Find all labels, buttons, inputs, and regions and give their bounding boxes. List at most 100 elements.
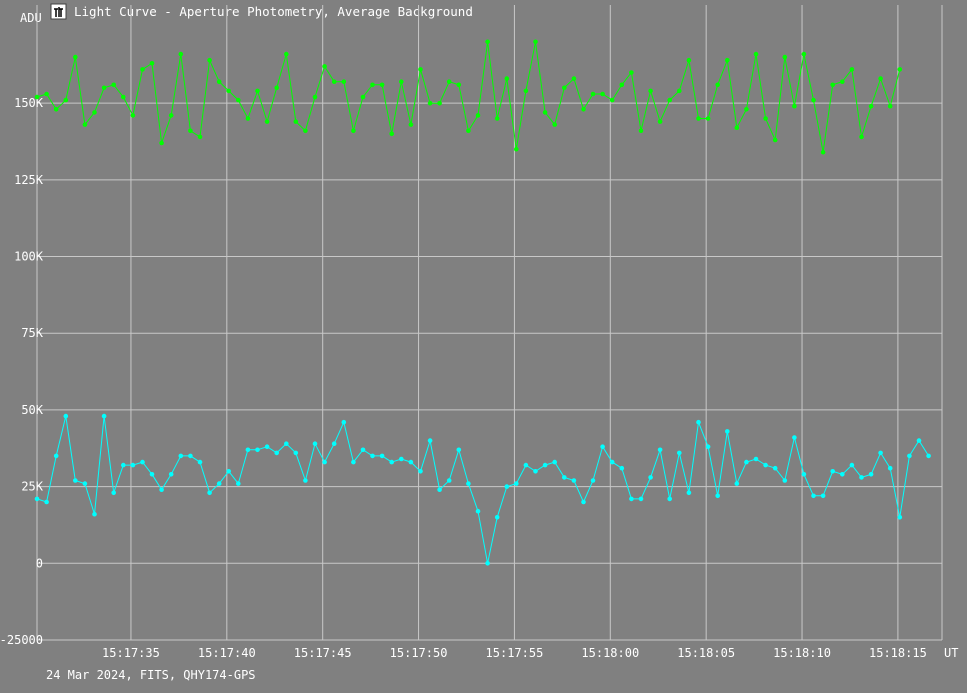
data-point (552, 122, 557, 127)
data-point (63, 413, 69, 419)
data-point (408, 122, 414, 127)
data-point (782, 54, 788, 60)
series-line (36, 415, 930, 564)
data-point (399, 456, 404, 462)
data-point (446, 478, 452, 483)
data-point (878, 76, 883, 81)
data-point (677, 450, 682, 456)
data-point (226, 469, 231, 474)
data-point (466, 128, 471, 134)
data-point (379, 82, 385, 88)
data-point (44, 499, 49, 505)
data-point (63, 97, 69, 103)
data-point (159, 487, 164, 493)
data-point (820, 149, 826, 155)
data-point (667, 97, 672, 103)
data-point (868, 472, 874, 477)
data-point (389, 131, 395, 137)
data-point (734, 481, 740, 486)
data-point (207, 490, 212, 496)
data-point (725, 429, 730, 434)
y-tick-label: 75K (21, 326, 43, 340)
data-point (562, 475, 567, 480)
data-point (859, 134, 864, 140)
data-point (926, 453, 931, 459)
data-point (859, 475, 864, 480)
data-point (130, 462, 136, 468)
data-point (437, 100, 442, 106)
data-point (53, 107, 59, 112)
data-point (523, 88, 529, 94)
x-tick-label: 15:17:50 (390, 646, 448, 660)
data-point (168, 472, 174, 477)
y-tick-label: 125K (14, 173, 44, 187)
data-point (514, 146, 519, 152)
data-point (772, 465, 778, 471)
data-point (351, 128, 356, 134)
data-point (341, 419, 347, 425)
data-point (245, 116, 251, 121)
data-point (494, 116, 500, 121)
data-point (370, 82, 375, 88)
x-tick-label: 15:17:45 (294, 646, 352, 660)
data-point (188, 128, 193, 134)
data-point (121, 462, 126, 468)
data-point (82, 481, 88, 486)
data-point (629, 496, 634, 502)
data-point (686, 490, 692, 496)
data-point (264, 444, 270, 450)
data-point (638, 496, 644, 502)
data-point (370, 453, 375, 459)
data-point (705, 444, 711, 450)
series-2 (34, 413, 931, 566)
data-point (73, 54, 78, 60)
data-point (274, 450, 280, 456)
data-point (389, 459, 395, 465)
light-curve-app-icon[interactable] (50, 3, 67, 20)
data-point (399, 79, 404, 84)
data-point (552, 459, 557, 465)
x-tick-label: 15:18:10 (773, 646, 831, 660)
data-point (705, 116, 711, 121)
data-point (542, 462, 548, 468)
data-point (657, 119, 663, 124)
data-point (216, 481, 222, 486)
data-point (763, 462, 768, 468)
y-tick-label: 100K (14, 250, 44, 264)
data-point (542, 110, 548, 115)
data-point (648, 88, 653, 94)
data-point (331, 79, 337, 84)
data-point (638, 128, 644, 134)
data-point (504, 76, 510, 81)
data-point (696, 116, 701, 121)
data-point (351, 459, 356, 465)
data-point (878, 450, 883, 456)
y-tick-label: 50K (21, 403, 43, 417)
data-point (255, 88, 260, 94)
data-point (571, 76, 577, 81)
data-point (197, 459, 203, 465)
data-point (293, 450, 299, 456)
data-point (600, 444, 605, 450)
data-point (379, 453, 385, 459)
data-point (581, 107, 586, 112)
data-point (437, 487, 442, 493)
data-point (485, 561, 490, 566)
data-point (446, 79, 452, 84)
data-point (868, 103, 874, 109)
data-point (725, 57, 730, 63)
data-point (523, 462, 529, 468)
y-tick-label: 0 (36, 556, 43, 570)
data-point (197, 134, 203, 140)
data-point (715, 82, 720, 88)
data-point (475, 508, 481, 514)
x-tick-label: 15:17:35 (102, 646, 160, 660)
data-point (236, 481, 241, 486)
data-point (111, 490, 116, 496)
data-point (840, 79, 845, 84)
data-point (619, 465, 625, 471)
data-point (159, 140, 164, 146)
data-point (34, 94, 40, 100)
data-point (609, 459, 615, 465)
data-point (600, 91, 605, 97)
